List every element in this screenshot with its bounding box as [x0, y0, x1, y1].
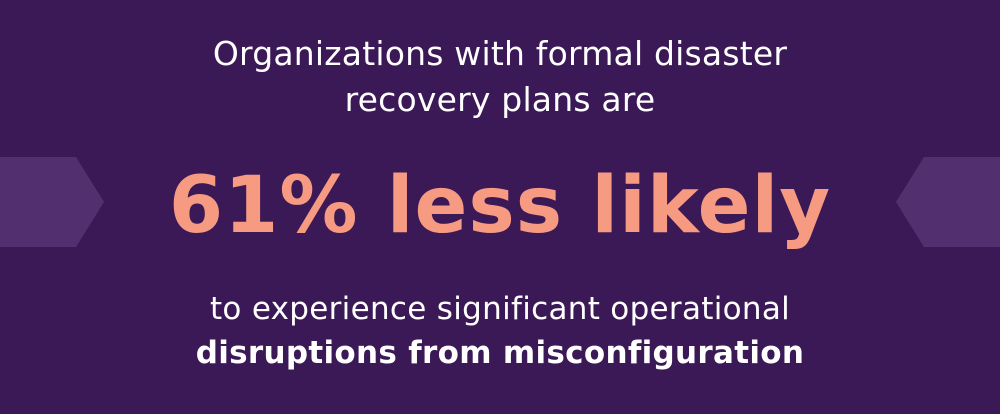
headline-stat: 61% less likely [168, 161, 832, 251]
intro-line-2: recovery plans are [344, 80, 656, 119]
chevron-right-icon [0, 157, 104, 247]
outro-line-2: disruptions from misconfiguration [195, 335, 805, 371]
chevron-left-icon [896, 157, 1000, 247]
intro-line-1: Organizations with formal disaster [212, 34, 788, 73]
outro-line-1: to experience significant operational [209, 291, 791, 327]
